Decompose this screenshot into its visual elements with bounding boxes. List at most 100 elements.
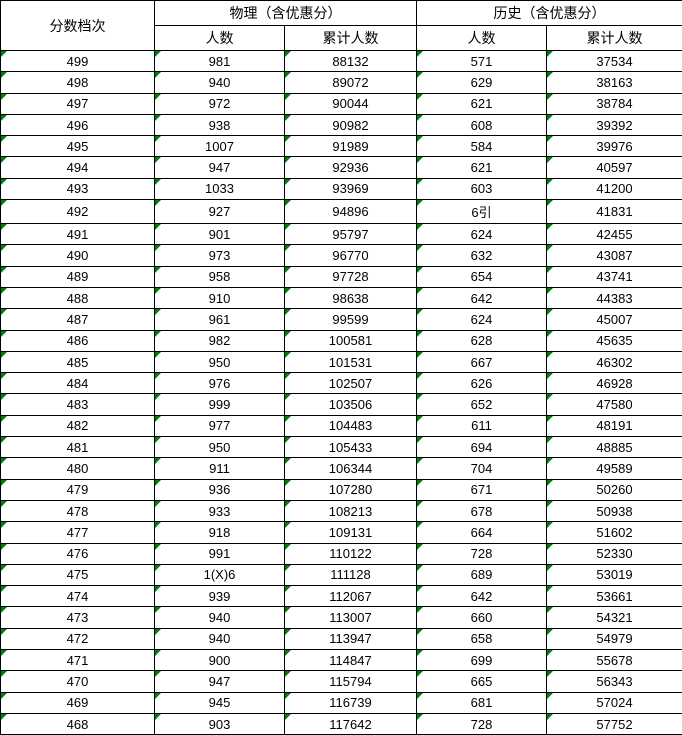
cell-score: 481 bbox=[1, 437, 155, 458]
header-history-group: 历史（含优惠分） bbox=[417, 1, 682, 26]
table-row: 47294011394765854979 bbox=[1, 628, 682, 649]
table-row: 48497610250762646928 bbox=[1, 373, 682, 394]
cell-score: 477 bbox=[1, 522, 155, 543]
cell-hist_cum: 41200 bbox=[547, 178, 682, 199]
cell-phys_cum: 107280 bbox=[285, 479, 417, 500]
cell-hist_count: 699 bbox=[417, 650, 547, 671]
table-row: 492927948966引41831 bbox=[1, 200, 682, 224]
cell-score: 494 bbox=[1, 157, 155, 178]
cell-phys_count: 973 bbox=[155, 245, 285, 266]
cell-hist_cum: 50260 bbox=[547, 479, 682, 500]
cell-hist_count: 694 bbox=[417, 437, 547, 458]
cell-score: 473 bbox=[1, 607, 155, 628]
cell-hist_count: 667 bbox=[417, 351, 547, 372]
cell-score: 496 bbox=[1, 114, 155, 135]
cell-score: 484 bbox=[1, 373, 155, 394]
cell-score: 488 bbox=[1, 287, 155, 308]
cell-phys_count: 1(X)6 bbox=[155, 564, 285, 585]
cell-hist_cum: 40597 bbox=[547, 157, 682, 178]
header-hist-count: 人数 bbox=[417, 26, 547, 51]
cell-hist_cum: 47580 bbox=[547, 394, 682, 415]
cell-hist_count: 626 bbox=[417, 373, 547, 394]
cell-phys_count: 901 bbox=[155, 224, 285, 245]
cell-phys_count: 936 bbox=[155, 479, 285, 500]
cell-hist_cum: 42455 bbox=[547, 224, 682, 245]
cell-hist_cum: 53019 bbox=[547, 564, 682, 585]
cell-phys_count: 947 bbox=[155, 157, 285, 178]
cell-score: 480 bbox=[1, 458, 155, 479]
cell-phys_count: 976 bbox=[155, 373, 285, 394]
cell-hist_count: 629 bbox=[417, 72, 547, 93]
cell-score: 469 bbox=[1, 692, 155, 713]
cell-hist_cum: 38784 bbox=[547, 93, 682, 114]
cell-score: 476 bbox=[1, 543, 155, 564]
cell-hist_cum: 37534 bbox=[547, 51, 682, 72]
cell-phys_cum: 102507 bbox=[285, 373, 417, 394]
cell-phys_cum: 88132 bbox=[285, 51, 417, 72]
cell-phys_count: 938 bbox=[155, 114, 285, 135]
cell-hist_count: 642 bbox=[417, 586, 547, 607]
cell-phys_count: 927 bbox=[155, 200, 285, 224]
table-row: 48195010543369448885 bbox=[1, 437, 682, 458]
table-header: 分数档次 物理（含优惠分） 历史（含优惠分） 人数 累计人数 人数 累计人数 bbox=[1, 1, 682, 51]
score-table: 分数档次 物理（含优惠分） 历史（含优惠分） 人数 累计人数 人数 累计人数 4… bbox=[0, 0, 682, 735]
cell-phys_count: 918 bbox=[155, 522, 285, 543]
cell-hist_cum: 41831 bbox=[547, 200, 682, 224]
cell-hist_count: 665 bbox=[417, 671, 547, 692]
cell-score: 482 bbox=[1, 415, 155, 436]
cell-phys_count: 961 bbox=[155, 309, 285, 330]
header-hist-cumulative: 累计人数 bbox=[547, 26, 682, 51]
cell-phys_count: 981 bbox=[155, 51, 285, 72]
table-row: 47993610728067150260 bbox=[1, 479, 682, 500]
cell-phys_cum: 98638 bbox=[285, 287, 417, 308]
cell-hist_cum: 54979 bbox=[547, 628, 682, 649]
cell-phys_cum: 91989 bbox=[285, 136, 417, 157]
cell-hist_count: 652 bbox=[417, 394, 547, 415]
cell-hist_cum: 46302 bbox=[547, 351, 682, 372]
cell-hist_count: 704 bbox=[417, 458, 547, 479]
cell-phys_count: 933 bbox=[155, 500, 285, 521]
cell-hist_count: 642 bbox=[417, 287, 547, 308]
cell-hist_count: 728 bbox=[417, 543, 547, 564]
cell-phys_cum: 113947 bbox=[285, 628, 417, 649]
cell-phys_count: 991 bbox=[155, 543, 285, 564]
cell-phys_count: 947 bbox=[155, 671, 285, 692]
cell-hist_cum: 45635 bbox=[547, 330, 682, 351]
cell-score: 483 bbox=[1, 394, 155, 415]
cell-phys_cum: 113007 bbox=[285, 607, 417, 628]
cell-phys_cum: 103506 bbox=[285, 394, 417, 415]
cell-hist_count: 632 bbox=[417, 245, 547, 266]
cell-phys_cum: 106344 bbox=[285, 458, 417, 479]
table-row: 4949479293662140597 bbox=[1, 157, 682, 178]
cell-hist_count: 664 bbox=[417, 522, 547, 543]
cell-hist_count: 689 bbox=[417, 564, 547, 585]
table-row: 47699111012272852330 bbox=[1, 543, 682, 564]
cell-score: 479 bbox=[1, 479, 155, 500]
cell-hist_cum: 52330 bbox=[547, 543, 682, 564]
cell-phys_count: 950 bbox=[155, 351, 285, 372]
header-phys-cumulative: 累计人数 bbox=[285, 26, 417, 51]
cell-phys_cum: 90982 bbox=[285, 114, 417, 135]
cell-hist_cum: 45007 bbox=[547, 309, 682, 330]
cell-phys_cum: 99599 bbox=[285, 309, 417, 330]
table-row: 49510079198958439976 bbox=[1, 136, 682, 157]
cell-phys_cum: 104483 bbox=[285, 415, 417, 436]
cell-phys_cum: 95797 bbox=[285, 224, 417, 245]
table-row: 48698210058162845635 bbox=[1, 330, 682, 351]
cell-phys_cum: 114847 bbox=[285, 650, 417, 671]
table-row: 48399910350665247580 bbox=[1, 394, 682, 415]
cell-hist_cum: 53661 bbox=[547, 586, 682, 607]
header-physics-group: 物理（含优惠分） bbox=[155, 1, 417, 26]
table-row: 49310339396960341200 bbox=[1, 178, 682, 199]
cell-phys_cum: 97728 bbox=[285, 266, 417, 287]
cell-score: 487 bbox=[1, 309, 155, 330]
cell-phys_cum: 108213 bbox=[285, 500, 417, 521]
cell-phys_count: 910 bbox=[155, 287, 285, 308]
table-row: 4909739677063243087 bbox=[1, 245, 682, 266]
cell-phys_cum: 92936 bbox=[285, 157, 417, 178]
cell-score: 470 bbox=[1, 671, 155, 692]
cell-phys_cum: 96770 bbox=[285, 245, 417, 266]
cell-phys_cum: 90044 bbox=[285, 93, 417, 114]
cell-score: 486 bbox=[1, 330, 155, 351]
cell-phys_count: 945 bbox=[155, 692, 285, 713]
